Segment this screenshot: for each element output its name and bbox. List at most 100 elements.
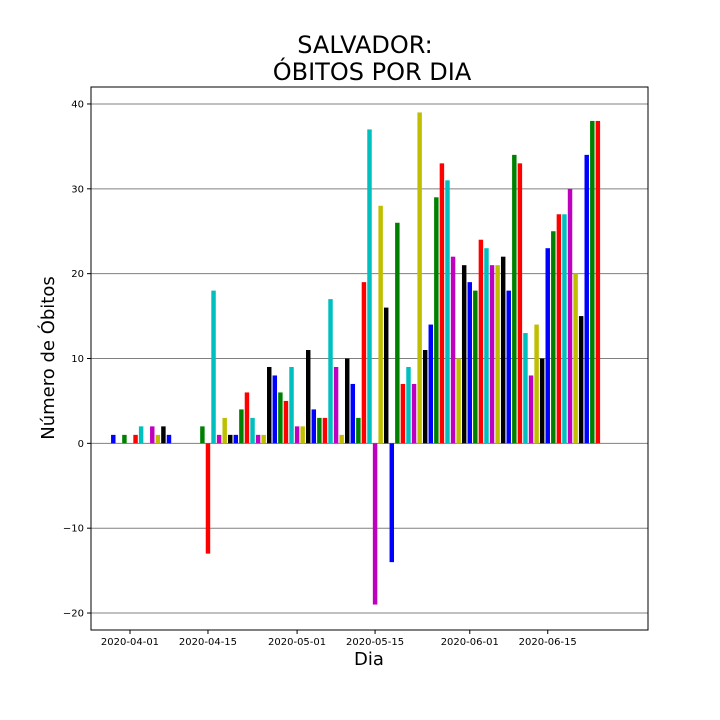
y-tick-label: 10 — [71, 354, 84, 365]
bar-2020-05-18 — [389, 443, 395, 563]
bar-2020-06-21 — [578, 316, 584, 444]
bar-2020-06-16 — [551, 231, 556, 444]
bar-2020-04-27 — [272, 375, 278, 444]
x-tick-label: 2020-04-15 — [179, 637, 237, 648]
bar-2020-06-11 — [523, 333, 528, 444]
bar-2020-04-24 — [255, 434, 261, 444]
bar-2020-04-02 — [133, 434, 138, 444]
x-axis-ticks: 2020-04-01 2020-04-15 2020-05-01 2020-05-15… — [101, 630, 577, 648]
bar-2020-04-20 — [233, 434, 239, 444]
bar-2020-06-10 — [517, 163, 523, 444]
bar-2020-06-05 — [489, 265, 495, 444]
bar-2020-04-30 — [289, 366, 294, 444]
bar-2020-06-02 — [473, 290, 478, 444]
bar-2020-05-10 — [344, 358, 350, 444]
bar-2020-05-07 — [328, 299, 333, 444]
bar-2020-04-06 — [155, 434, 161, 444]
bar-2020-05-28 — [445, 180, 450, 444]
bar-2020-05-02 — [300, 426, 305, 444]
x-axis-label: Dia — [354, 649, 384, 670]
y-tick-label: −10 — [63, 524, 84, 535]
bar-2020-03-31 — [122, 434, 127, 444]
chart-title-line2: ÓBITOS POR DIA — [273, 56, 472, 86]
bar-2020-04-15 — [205, 443, 211, 554]
bar-2020-05-19 — [395, 222, 400, 444]
bar-2020-06-23 — [590, 120, 595, 444]
bar-2020-05-01 — [294, 426, 300, 444]
bar-2020-04-18 — [222, 417, 227, 444]
y-tick-label: 20 — [71, 269, 84, 280]
bar-2020-05-29 — [450, 256, 456, 444]
bar-2020-05-20 — [400, 383, 406, 444]
bar-2020-06-07 — [500, 256, 506, 444]
y-tick-label: 30 — [71, 184, 84, 195]
y-axis-label: Número de Óbitos — [37, 276, 59, 440]
y-axis-ticks: 40 30 20 10 0 −10 −20 — [63, 99, 91, 620]
bar-2020-04-21 — [239, 409, 244, 444]
bar-2020-04-28 — [278, 392, 283, 444]
bar-2020-05-26 — [434, 197, 439, 444]
bar-2020-06-22 — [584, 154, 589, 444]
bar-2020-06-20 — [573, 273, 578, 444]
bar-2020-06-18 — [562, 214, 567, 444]
bar-2020-05-27 — [439, 163, 445, 444]
bar-2020-04-14 — [200, 426, 205, 444]
bar-2020-06-06 — [495, 265, 500, 444]
bar-2020-05-22 — [411, 383, 417, 444]
bar-2020-05-09 — [339, 434, 344, 444]
x-tick-label: 2020-06-01 — [441, 637, 499, 648]
bars — [111, 112, 601, 605]
bar-2020-04-29 — [283, 400, 289, 444]
bar-2020-04-25 — [261, 434, 266, 444]
x-tick-label: 2020-04-01 — [101, 637, 159, 648]
bar-2020-04-22 — [244, 392, 250, 444]
bar-2020-05-06 — [322, 417, 328, 444]
bar-2020-06-04 — [484, 248, 489, 444]
bar-2020-05-11 — [350, 383, 356, 444]
bar-2020-06-19 — [567, 188, 573, 444]
bar-2020-06-17 — [556, 214, 562, 444]
bar-2020-04-07 — [161, 426, 166, 444]
y-tick-label: −20 — [63, 609, 84, 620]
bar-2020-06-01 — [467, 282, 472, 444]
bar-2020-05-23 — [417, 112, 422, 444]
bar-2020-06-08 — [506, 290, 511, 444]
bar-2020-06-15 — [545, 248, 550, 444]
bar-2020-04-16 — [211, 290, 216, 444]
bar-2020-04-17 — [216, 434, 222, 444]
bar-2020-05-30 — [456, 358, 461, 444]
bar-2020-05-31 — [461, 265, 467, 444]
bar-2020-04-05 — [150, 426, 155, 444]
bar-2020-06-24 — [595, 120, 601, 444]
bar-2020-06-12 — [528, 375, 534, 444]
y-tick-label: 0 — [78, 439, 84, 450]
bar-2020-05-17 — [383, 307, 389, 444]
bar-2020-06-13 — [534, 324, 539, 444]
bar-2020-05-14 — [367, 129, 372, 444]
bar-2020-04-23 — [250, 417, 255, 444]
bar-2020-05-05 — [317, 417, 322, 444]
bar-2020-05-13 — [361, 282, 367, 444]
bar-2020-04-08 — [166, 434, 172, 444]
bar-2020-03-29 — [111, 434, 116, 444]
bar-2020-04-03 — [138, 426, 144, 444]
bar-2020-04-26 — [267, 366, 272, 444]
x-tick-label: 2020-05-15 — [346, 637, 404, 648]
x-tick-label: 2020-05-01 — [268, 637, 326, 648]
bar-2020-05-12 — [356, 417, 361, 444]
bar-2020-06-03 — [478, 239, 484, 444]
bar-2020-06-14 — [539, 358, 545, 444]
bar-2020-05-04 — [311, 409, 317, 444]
chart-title-line1: SALVADOR: — [297, 31, 433, 59]
y-tick-label: 40 — [71, 99, 84, 110]
bar-2020-05-21 — [406, 366, 411, 444]
bar-2020-05-24 — [422, 350, 428, 444]
bar-2020-05-08 — [333, 366, 339, 444]
x-tick-label: 2020-06-15 — [519, 637, 577, 648]
bar-2020-05-15 — [372, 443, 378, 605]
bar-2020-05-25 — [428, 324, 433, 444]
bar-2020-04-19 — [228, 434, 233, 444]
bar-2020-06-09 — [512, 154, 517, 444]
